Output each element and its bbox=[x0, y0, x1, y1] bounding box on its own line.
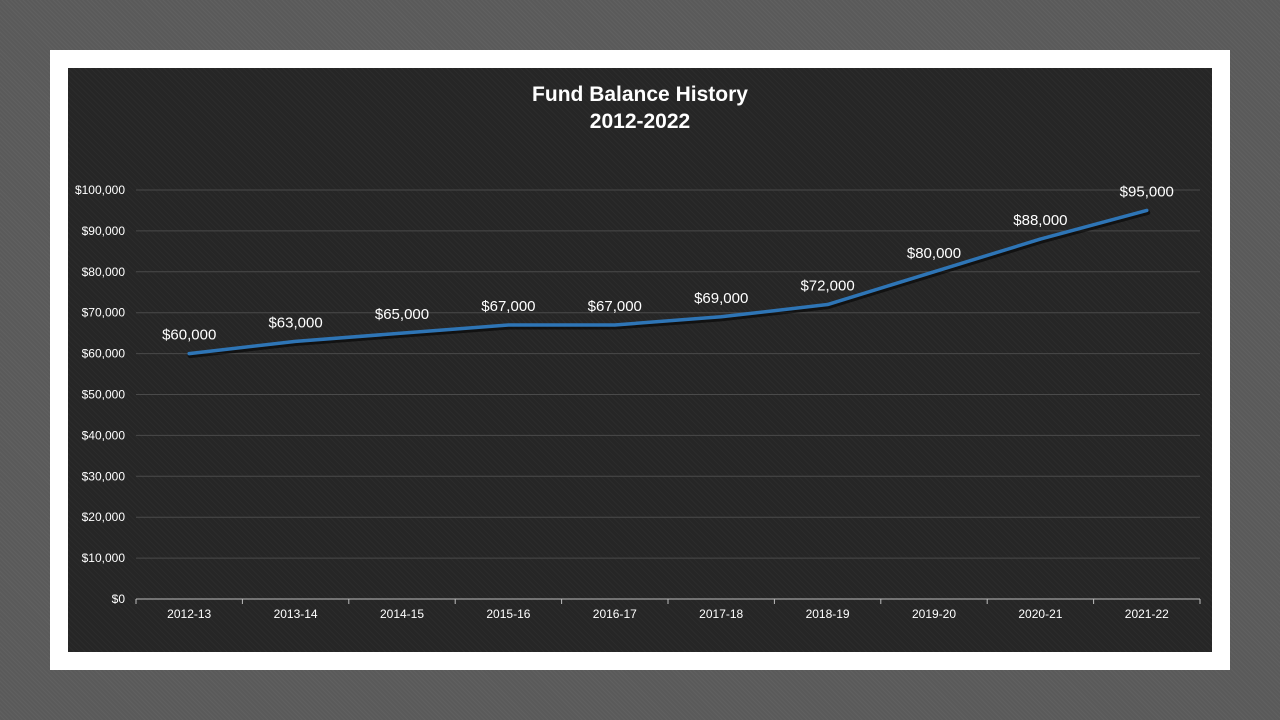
data-point bbox=[826, 303, 830, 307]
chart-area bbox=[68, 68, 1212, 652]
data-point bbox=[932, 270, 936, 274]
data-point bbox=[294, 339, 298, 343]
data-point bbox=[400, 331, 404, 335]
x-tick-label: 2012-13 bbox=[167, 607, 211, 621]
series-line bbox=[187, 208, 1149, 356]
data-label: $80,000 bbox=[907, 245, 961, 262]
y-tick-label: $100,000 bbox=[75, 183, 125, 197]
y-tick-label: $70,000 bbox=[82, 306, 126, 320]
data-point bbox=[613, 323, 617, 327]
data-label: $88,000 bbox=[1013, 212, 1067, 229]
x-tick-label: 2016-17 bbox=[593, 607, 637, 621]
x-tick-label: 2013-14 bbox=[274, 607, 318, 621]
data-label: $63,000 bbox=[268, 314, 322, 331]
y-tick-label: $60,000 bbox=[82, 347, 126, 361]
y-tick-label: $10,000 bbox=[82, 551, 126, 565]
x-tick-label: 2018-19 bbox=[806, 607, 850, 621]
y-tick-label: $30,000 bbox=[82, 469, 126, 483]
data-point bbox=[187, 352, 191, 356]
data-label: $67,000 bbox=[481, 298, 535, 315]
data-label: $69,000 bbox=[694, 290, 748, 307]
y-tick-label: $80,000 bbox=[82, 265, 126, 279]
y-tick-label: $50,000 bbox=[82, 388, 126, 402]
y-tick-label: $20,000 bbox=[82, 510, 126, 524]
data-point bbox=[719, 315, 723, 319]
x-tick-label: 2017-18 bbox=[699, 607, 743, 621]
data-label: $65,000 bbox=[375, 306, 429, 323]
data-label: $72,000 bbox=[800, 278, 854, 295]
chart-title: Fund Balance History bbox=[532, 83, 748, 106]
data-point bbox=[1038, 237, 1042, 241]
data-point bbox=[506, 323, 510, 327]
y-tick-label: $0 bbox=[112, 592, 126, 606]
series-line-shadow bbox=[187, 209, 1151, 359]
data-label: $60,000 bbox=[162, 327, 216, 344]
x-tick-label: 2021-22 bbox=[1125, 607, 1169, 621]
x-tick-label: 2020-21 bbox=[1018, 607, 1062, 621]
chart-subtitle: 2012-2022 bbox=[590, 110, 690, 133]
y-tick-label: $40,000 bbox=[82, 428, 126, 442]
x-tick-label: 2014-15 bbox=[380, 607, 424, 621]
data-point bbox=[1145, 208, 1149, 212]
data-label: $95,000 bbox=[1120, 183, 1174, 200]
y-tick-label: $90,000 bbox=[82, 224, 126, 238]
x-tick-label: 2019-20 bbox=[912, 607, 956, 621]
x-tick-label: 2015-16 bbox=[486, 607, 530, 621]
data-label: $67,000 bbox=[588, 298, 642, 315]
